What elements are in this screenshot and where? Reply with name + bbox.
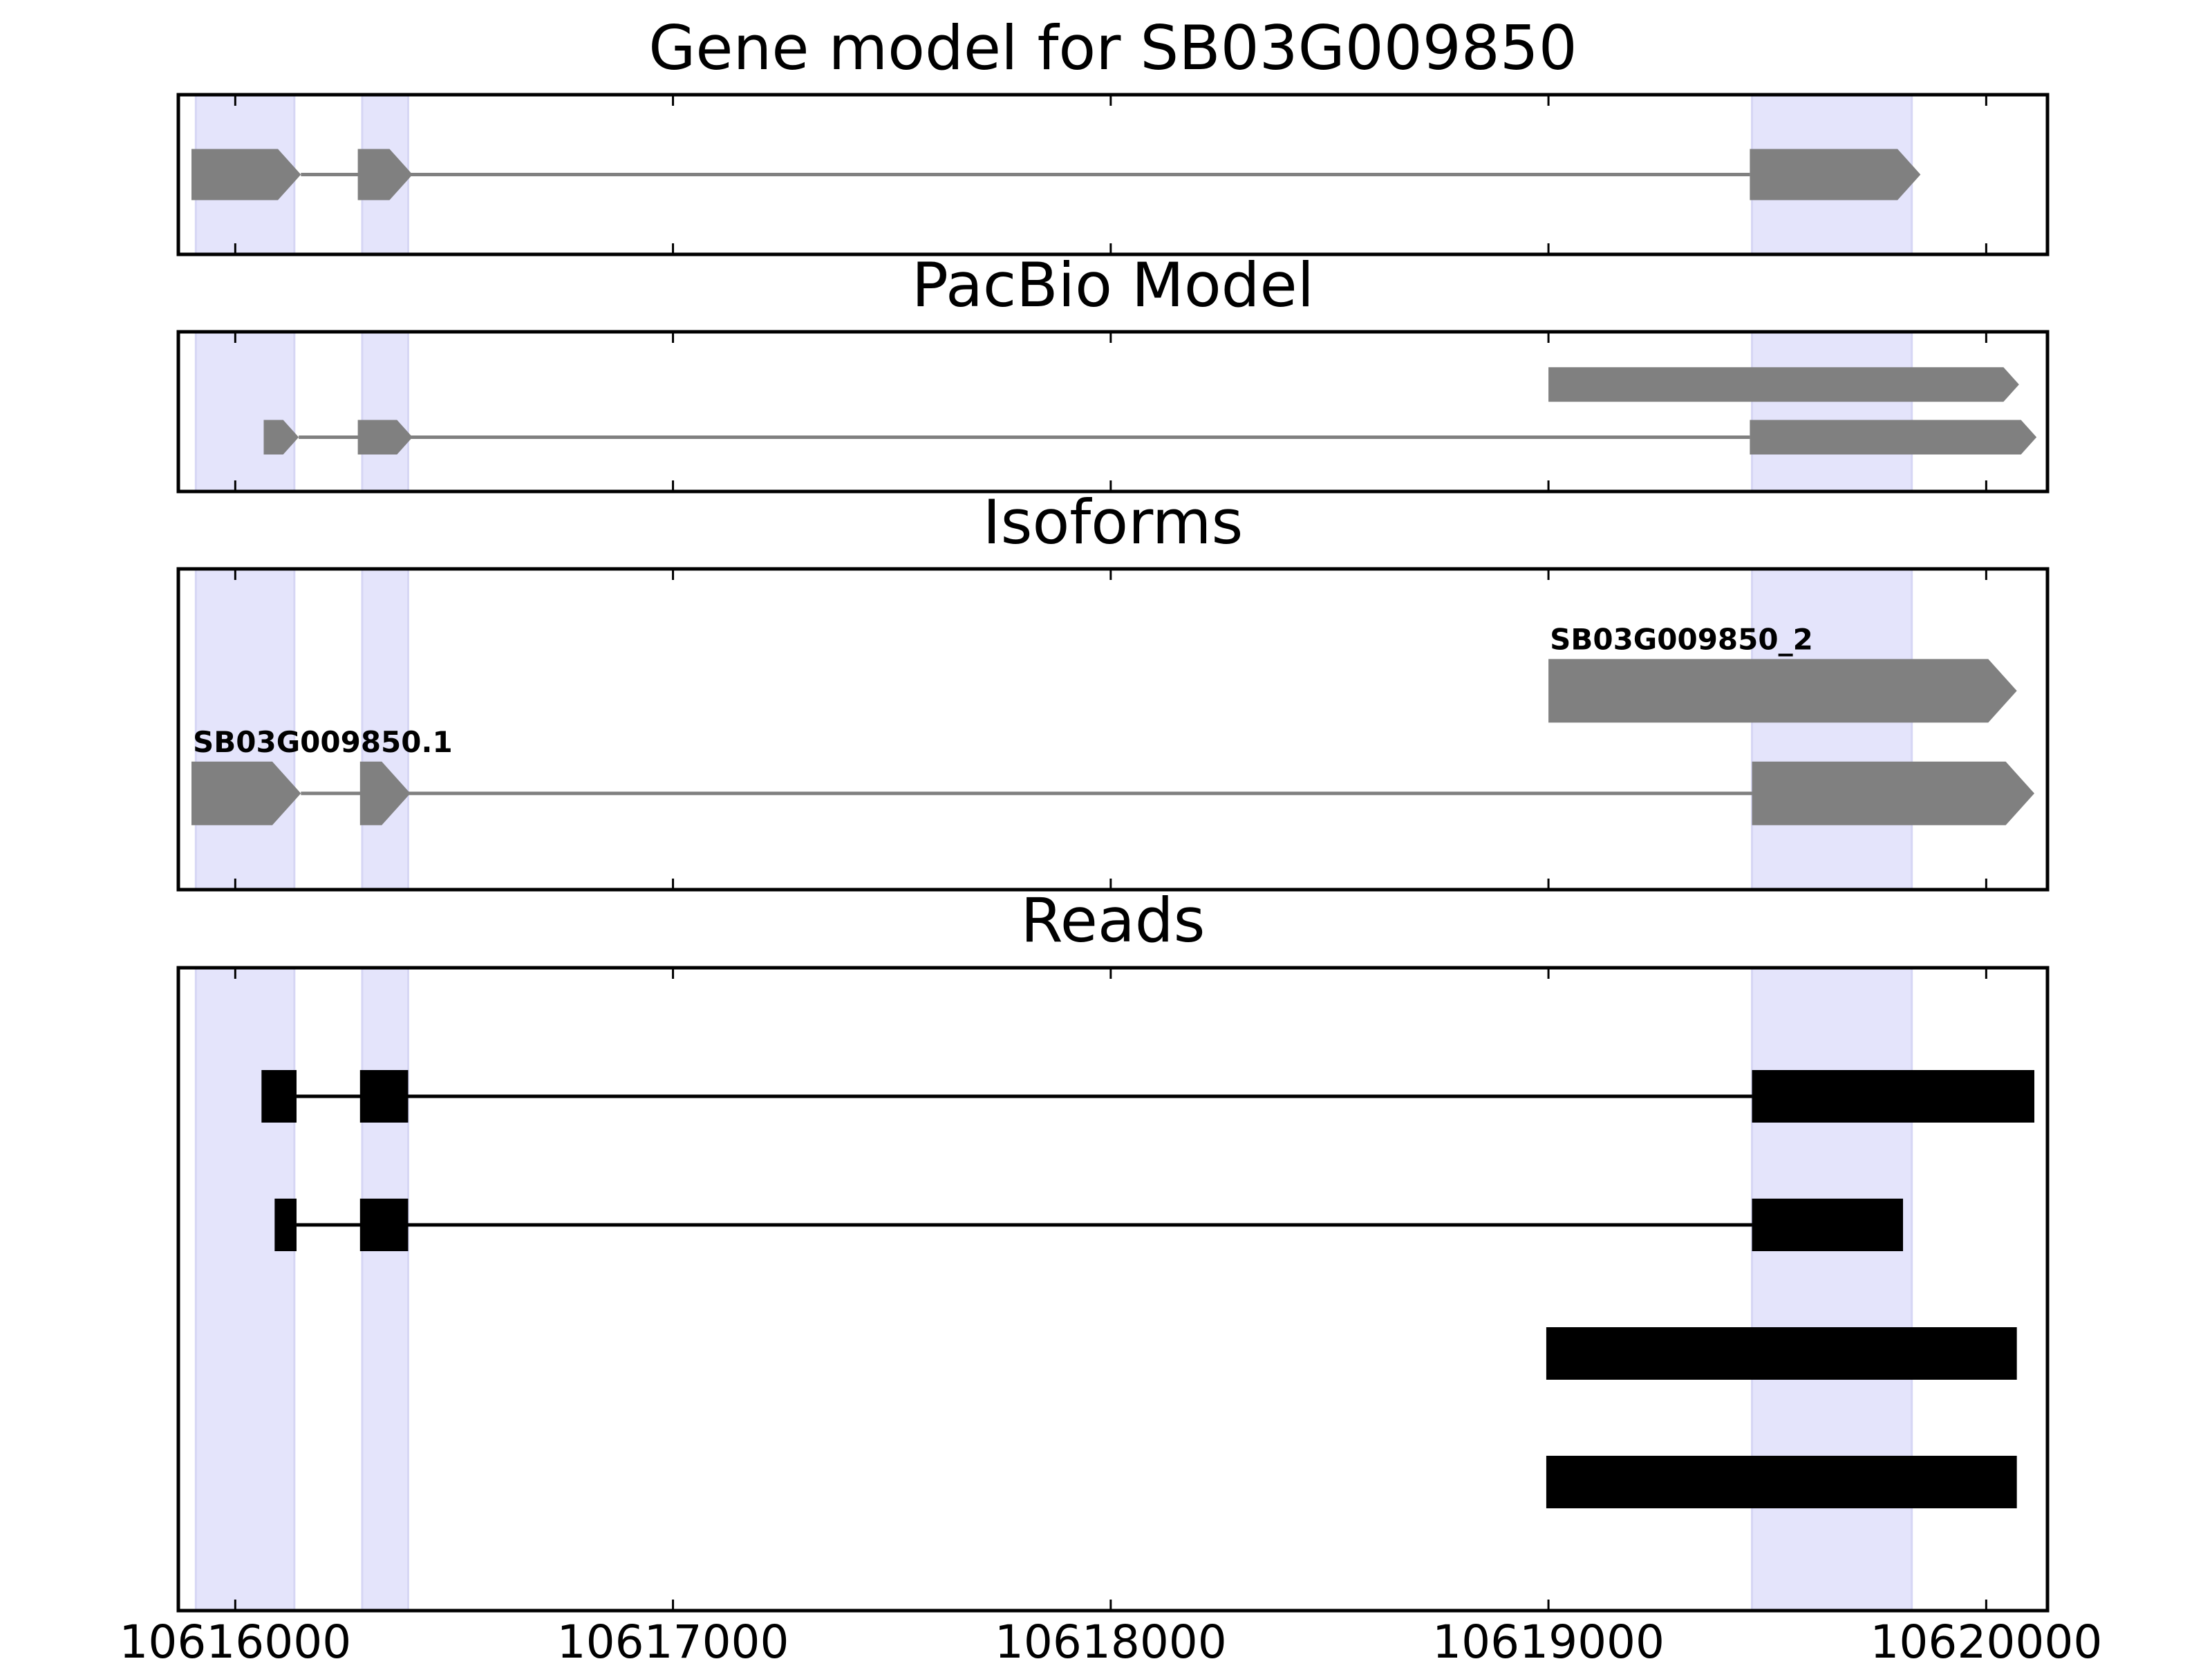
plot-frame xyxy=(176,93,2050,256)
read-block xyxy=(274,1199,297,1251)
exon-arrow xyxy=(1752,761,2035,825)
read-block xyxy=(359,1199,409,1251)
reads-title: Reads xyxy=(1021,885,1206,956)
exon-arrow xyxy=(1548,367,2019,402)
highlight-band xyxy=(194,330,296,493)
exon-arrow xyxy=(191,149,301,200)
gene-model-title: Gene model for SB03G009850 xyxy=(648,12,1577,84)
plot-frame xyxy=(176,330,2050,494)
isoform-label: SB03G009850.1 xyxy=(193,725,453,759)
read-block xyxy=(1546,1456,2017,1508)
read-block xyxy=(1752,1199,1904,1251)
gene-model-plot xyxy=(176,93,2050,256)
x-tick-label: 10620000 xyxy=(1870,1615,2102,1659)
x-tick-label: 10617000 xyxy=(557,1615,789,1659)
pacbio-model-title: PacBio Model xyxy=(912,250,1314,321)
pacbio-model-plot xyxy=(176,330,2050,494)
exon-arrow xyxy=(191,761,301,825)
x-axis-tick-labels: 10616000 10617000 10618000 10619000 10620000 xyxy=(119,1615,2102,1659)
exon-arrow xyxy=(357,420,413,455)
highlight-band xyxy=(361,330,409,493)
exon-arrow xyxy=(1750,149,1921,200)
highlight-band xyxy=(1751,330,1913,493)
exon-arrow xyxy=(1750,420,2037,455)
read-block xyxy=(1752,1070,2035,1123)
panel-gene-model: Gene model for SB03G009850 xyxy=(176,12,2050,256)
x-tick-label: 10616000 xyxy=(119,1615,351,1659)
isoforms-title: Isoforms xyxy=(983,487,1244,558)
x-tick-label: 10619000 xyxy=(1432,1615,1665,1659)
highlight-band xyxy=(194,966,296,1612)
panel-pacbio-model: PacBio Model xyxy=(176,250,2050,494)
exon-arrow xyxy=(359,761,411,825)
panel-reads: Reads xyxy=(176,885,2050,1613)
panel-isoforms: Isoforms SB03G009850_2 SB03G009850.1 xyxy=(176,487,2050,892)
isoforms-plot: SB03G009850_2 SB03G009850.1 xyxy=(176,567,2050,892)
plot-frame xyxy=(176,567,2050,892)
exon-arrow xyxy=(1548,659,2017,723)
highlight-band xyxy=(361,966,409,1612)
x-tick-label: 10618000 xyxy=(995,1615,1227,1659)
exon-arrow xyxy=(357,149,413,200)
isoform-label: SB03G009850_2 xyxy=(1550,622,1813,656)
read-block xyxy=(359,1070,409,1123)
exon-arrow xyxy=(263,420,299,455)
read-block xyxy=(261,1070,297,1123)
reads-plot xyxy=(176,966,2050,1613)
highlight-band xyxy=(361,568,409,891)
plot-frame xyxy=(176,966,2050,1613)
highlight-band xyxy=(1751,966,1913,1612)
highlight-band xyxy=(1751,568,1913,891)
read-block xyxy=(1546,1327,2017,1380)
